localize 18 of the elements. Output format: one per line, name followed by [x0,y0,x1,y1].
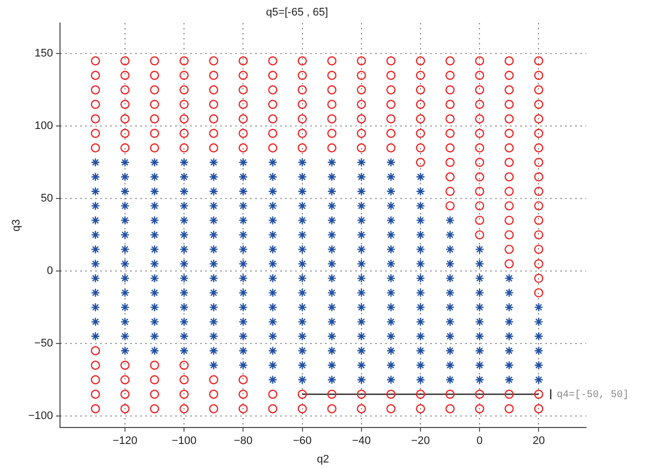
y-axis-title: q3 [10,219,23,232]
x-axis-title: q2 [316,453,330,466]
annotation: q4=[-50, 50] [556,388,629,401]
x-tick-label: −20 [411,435,430,448]
y-tick-label: −100 [28,410,53,422]
y-tick-label: 150 [34,48,53,60]
y-tick-label: −50 [34,338,53,350]
x-tick-label: −120 [112,435,138,448]
y-tick-label: 50 [40,192,53,205]
y-tick-label: 0 [46,265,53,278]
x-tick-label: −60 [292,435,312,448]
x-tick-label: 20 [532,435,545,448]
x-tick-label: −40 [352,435,371,448]
y-tick-label: 100 [34,120,53,132]
x-tick-label: −80 [234,435,253,448]
x-tick-label: −100 [172,435,196,448]
chart-title: q5=[-65 , 65] [266,6,328,19]
x-tick-label: 0 [476,435,483,448]
